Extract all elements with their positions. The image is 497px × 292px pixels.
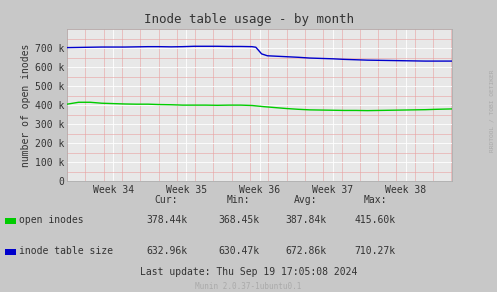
Text: Cur:: Cur: [155, 195, 178, 205]
Text: inode table size: inode table size [19, 246, 113, 256]
Text: Max:: Max: [363, 195, 387, 205]
Text: 630.47k: 630.47k [218, 246, 259, 256]
Text: Min:: Min: [227, 195, 250, 205]
Text: 387.84k: 387.84k [285, 215, 326, 225]
Text: Last update: Thu Sep 19 17:05:08 2024: Last update: Thu Sep 19 17:05:08 2024 [140, 267, 357, 277]
Text: 378.44k: 378.44k [146, 215, 187, 225]
Text: open inodes: open inodes [19, 215, 83, 225]
Text: RRDTOOL / TOBI OETIKER: RRDTOOL / TOBI OETIKER [490, 70, 495, 152]
Text: 415.60k: 415.60k [355, 215, 396, 225]
Text: Inode table usage - by month: Inode table usage - by month [144, 13, 353, 26]
Text: 672.86k: 672.86k [285, 246, 326, 256]
Y-axis label: number of open inodes: number of open inodes [21, 44, 31, 167]
Text: 710.27k: 710.27k [355, 246, 396, 256]
Text: 632.96k: 632.96k [146, 246, 187, 256]
Text: Munin 2.0.37-1ubuntu0.1: Munin 2.0.37-1ubuntu0.1 [195, 282, 302, 291]
Text: Avg:: Avg: [294, 195, 318, 205]
Text: 368.45k: 368.45k [218, 215, 259, 225]
